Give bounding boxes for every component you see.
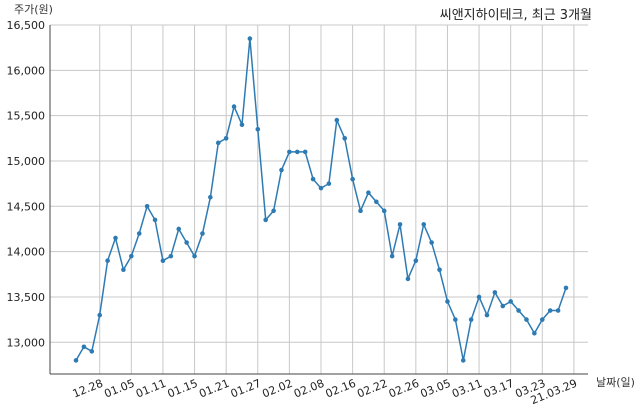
data-point [429,240,434,245]
data-point [389,253,395,259]
data-point [445,299,450,304]
data-point [310,176,316,182]
grid [50,24,588,374]
data-point [200,231,205,236]
data-point [105,258,110,263]
data-point [271,208,276,214]
data-point [421,222,427,227]
data-point [524,317,529,322]
data-point [160,258,166,263]
data-point [358,208,363,214]
data-point [460,358,466,363]
data-point [302,149,308,155]
data-point [397,222,403,227]
x-tick-label: 03.05 [418,377,452,401]
data-point [136,231,142,236]
data-point [366,190,371,196]
data-point [208,194,213,200]
data-point [468,317,474,322]
data-point [81,344,87,350]
axes [49,25,588,375]
y-tick-label: 15,500 [7,110,46,123]
x-tick-labels: 12.2801.0501.1101.1501.2101.2702.0202.08… [71,377,579,407]
data-point [453,317,458,322]
x-tick-label: 03.11 [450,377,484,401]
y-tick-label: 13,000 [7,336,46,349]
data-point [539,317,545,322]
data-point [168,253,174,259]
data-point [381,208,387,214]
data-point [263,217,268,223]
data-point [484,312,490,318]
data-point [144,203,150,209]
data-point [413,258,419,263]
x-tick-label: 02.02 [260,377,294,401]
data-point [294,149,300,155]
data-point [176,226,182,232]
data-point [129,253,134,259]
x-axis-label: 날짜(일) [596,375,635,389]
data-point [532,330,537,336]
x-tick-label: 02.22 [355,377,389,401]
chart-title: 씨앤지하이테크, 최근 3개월 [440,8,592,23]
x-tick-label: 03.17 [482,377,516,401]
data-point [247,36,253,41]
data-point [192,253,197,259]
data-point [121,267,126,273]
data-point [215,140,221,146]
x-tick-label: 02.16 [324,377,358,401]
data-point [555,308,561,313]
data-point [437,267,442,273]
x-tick-label: 12.28 [71,377,105,401]
data-point [89,349,95,354]
data-point [184,240,189,245]
x-tick-label: 02.08 [292,377,326,401]
y-tick-labels: 13,000 13,500 14,000 14,500 15,000 15,500 16,0… [7,19,46,349]
data-point [563,285,569,291]
data-point [73,358,79,363]
data-point [255,126,261,132]
data-point [318,185,324,191]
y-tick-label: 14,500 [7,200,46,213]
data-point [334,117,340,123]
x-tick-label: 02.26 [387,377,421,401]
data-point [279,167,284,173]
x-tick-label: 01.21 [197,377,231,401]
data-point [492,290,498,295]
data-point [223,136,229,141]
data-point [326,181,332,186]
data-point [374,199,379,205]
data-point [508,299,513,304]
data-point [113,235,118,241]
data-point [516,308,521,313]
data-point [547,308,553,313]
price-series [73,36,569,363]
data-point [287,149,292,155]
x-tick-label: 01.27 [229,377,263,401]
y-tick-label: 15,000 [7,155,46,168]
y-tick-label: 16,000 [7,64,46,77]
data-point [476,294,482,300]
data-point [405,276,411,282]
x-tick-label: 01.15 [166,377,200,401]
data-point [239,122,245,128]
y-tick-label: 16,500 [7,19,46,32]
data-point [500,303,506,309]
data-point [97,312,103,318]
data-point [342,136,348,141]
x-tick-label: 01.11 [134,377,168,401]
data-point [231,104,237,109]
y-tick-label: 13,500 [7,291,46,304]
data-point [152,217,158,223]
data-point [350,176,355,182]
y-tick-label: 14,000 [7,246,46,259]
x-tick-label: 01.05 [102,377,136,401]
y-axis-label: 주가(원) [14,3,53,16]
